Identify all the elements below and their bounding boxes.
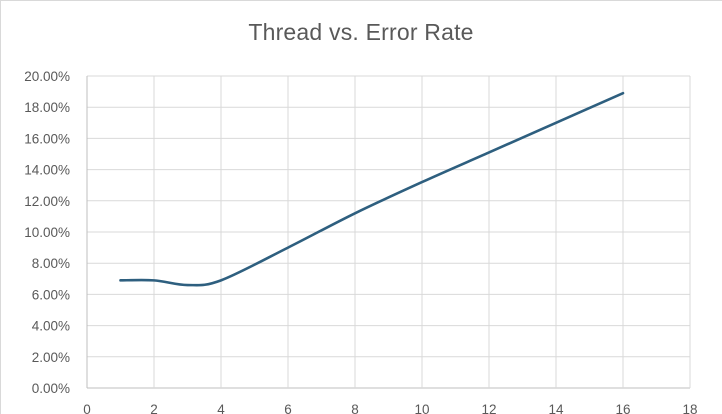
y-tick-label: 2.00% [32, 350, 70, 365]
x-tick-label: 18 [682, 402, 697, 414]
y-tick-label: 8.00% [32, 256, 70, 271]
x-tick-label: 0 [83, 402, 91, 414]
series-line [119, 91, 625, 287]
x-tick-label: 6 [284, 402, 292, 414]
x-tick-label: 2 [150, 402, 158, 414]
gridlines [86, 75, 691, 389]
y-tick-label: 16.00% [24, 131, 70, 146]
y-tick-label: 4.00% [32, 319, 70, 334]
y-tick-label: 20.00% [24, 69, 70, 84]
x-tick-label: 8 [351, 402, 359, 414]
x-tick-label: 14 [548, 402, 564, 414]
y-tick-label: 14.00% [24, 163, 70, 178]
y-tick-label: 10.00% [24, 225, 70, 240]
y-tick-label: 12.00% [24, 194, 70, 209]
chart-title: Thread vs. Error Rate [248, 19, 474, 45]
series-layer [119, 91, 625, 287]
y-tick-label: 0.00% [32, 381, 70, 396]
x-tick-label: 12 [481, 402, 496, 414]
y-tick-label: 6.00% [32, 287, 70, 302]
x-tick-label: 16 [615, 402, 630, 414]
axes: 0.00% 2.00% 4.00% 6.00% 8.00% 10.00% 12.00% 14.… [24, 69, 697, 414]
x-tick-label: 10 [414, 402, 429, 414]
x-tick-label: 4 [217, 402, 225, 414]
y-tick-label: 18.00% [24, 100, 70, 115]
